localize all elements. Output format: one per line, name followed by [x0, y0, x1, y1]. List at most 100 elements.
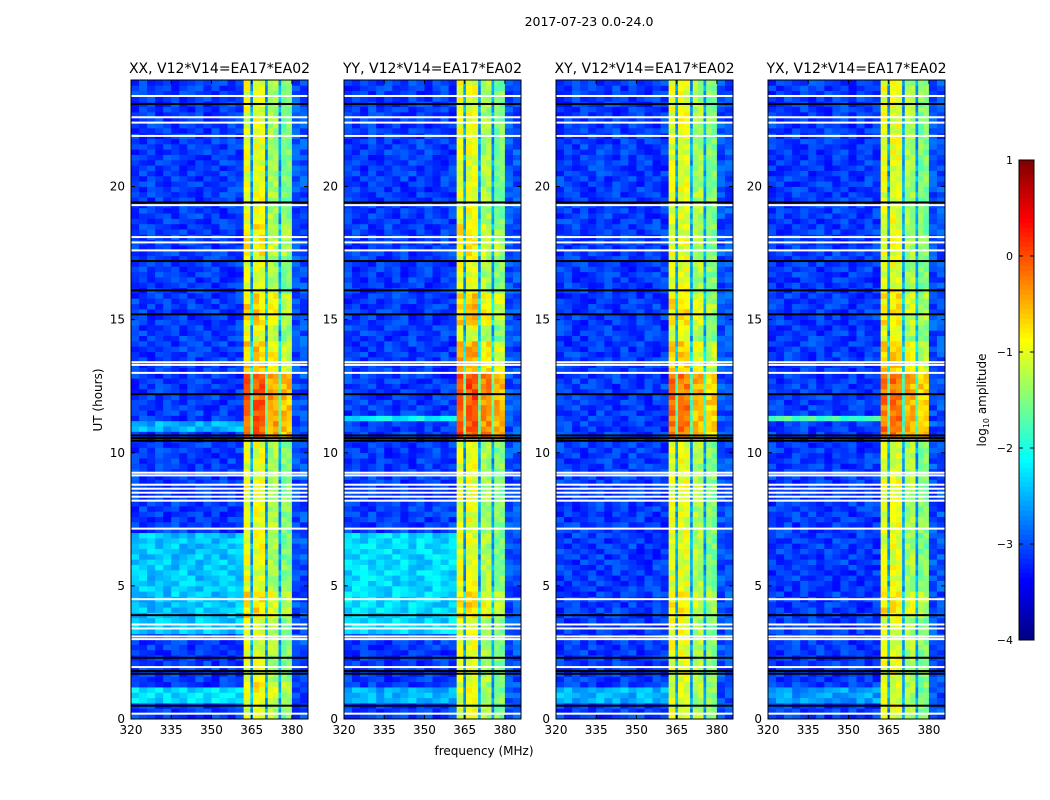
heatmap-cell	[392, 591, 401, 597]
heatmap-cell	[384, 713, 393, 720]
heatmap-cell	[448, 575, 458, 581]
heatmap-cell	[219, 346, 228, 352]
heatmap-cell	[299, 282, 309, 289]
heatmap-cell	[512, 399, 522, 406]
heatmap-cell	[131, 154, 140, 161]
heatmap-cell	[267, 628, 274, 635]
heatmap-cell	[179, 378, 188, 384]
heatmap-cell	[227, 165, 236, 171]
heatmap-cell	[235, 687, 245, 693]
heatmap-cell	[504, 553, 514, 560]
heatmap-cell	[299, 175, 309, 182]
heatmap-cell	[227, 383, 236, 390]
heatmap-cell	[179, 181, 188, 187]
heatmap-cell	[227, 154, 236, 161]
heatmap-cell	[171, 601, 180, 608]
heatmap-cell	[472, 692, 479, 699]
heatmap-cell	[278, 255, 282, 262]
heatmap-cell	[278, 399, 282, 406]
heatmap-cell	[278, 340, 282, 347]
heatmap-cell	[376, 415, 385, 422]
heatmap-cell	[494, 394, 500, 400]
heatmap-cell	[432, 415, 441, 422]
heatmap-cell	[139, 367, 148, 374]
heatmap-cell	[466, 548, 473, 555]
heatmap-cell	[235, 111, 245, 118]
heatmap-cell	[376, 458, 385, 464]
heatmap-cell	[499, 580, 506, 587]
heatmap-cell	[400, 383, 409, 390]
heatmap-cell	[155, 516, 164, 523]
heatmap-cell	[504, 649, 514, 656]
heatmap-cell	[408, 372, 417, 379]
heatmap-cell	[440, 676, 449, 683]
heatmap-cell	[273, 308, 279, 315]
heatmap-cell	[352, 442, 361, 448]
heatmap-cell	[219, 127, 228, 134]
heatmap-cell	[352, 452, 361, 459]
heatmap-cell	[281, 559, 287, 565]
heatmap-cell	[273, 516, 279, 523]
heatmap-cell	[163, 639, 172, 645]
heatmap-cell	[286, 122, 293, 129]
heatmap-cell	[273, 623, 279, 629]
heatmap-cell	[273, 271, 279, 278]
heatmap-cell	[253, 314, 260, 321]
heatmap-cell	[494, 458, 500, 464]
heatmap-cell	[456, 388, 464, 395]
heatmap-cell	[179, 436, 188, 443]
heatmap-cell	[227, 420, 236, 427]
heatmap-cell	[265, 245, 269, 251]
heatmap-cell	[281, 138, 287, 145]
heatmap-cell	[147, 516, 156, 523]
heatmap-cell	[147, 474, 156, 480]
heatmap-cell	[491, 452, 495, 459]
heatmap-cell	[512, 617, 522, 624]
heatmap-cell	[187, 410, 196, 416]
heatmap-cell	[131, 282, 140, 289]
heatmap-cell	[187, 442, 196, 448]
heatmap-cell	[227, 527, 236, 534]
heatmap-cell	[203, 564, 212, 571]
heatmap-cell	[211, 644, 220, 651]
heatmap-cell	[147, 575, 156, 581]
heatmap-cell	[253, 623, 260, 629]
heatmap-cell	[486, 378, 492, 384]
heatmap-cell	[139, 261, 148, 267]
heatmap-cell	[243, 452, 251, 459]
heatmap-cell	[227, 484, 236, 491]
heatmap-cell	[147, 378, 156, 384]
heatmap-cell	[368, 708, 377, 715]
heatmap-cell	[211, 298, 220, 305]
heatmap-cell	[463, 447, 467, 454]
heatmap-cell	[472, 537, 479, 544]
heatmap-cell	[368, 676, 377, 683]
heatmap-cell	[478, 585, 482, 592]
heatmap-cell	[250, 223, 254, 230]
heatmap-cell	[155, 697, 164, 704]
heatmap-cell	[440, 431, 449, 438]
heatmap-cell	[253, 271, 260, 278]
heatmap-cell	[243, 218, 251, 225]
heatmap-cell	[187, 298, 196, 305]
heatmap-cell	[203, 197, 212, 203]
heatmap-cell	[187, 266, 196, 273]
heatmap-cell	[278, 415, 282, 422]
x-tick-label: 380	[280, 723, 303, 737]
heatmap-cell	[187, 516, 196, 523]
heatmap-cell	[286, 261, 293, 267]
heatmap-cell	[286, 149, 293, 155]
heatmap-cell	[187, 713, 196, 720]
heatmap-cell	[278, 580, 282, 587]
heatmap-cell	[195, 564, 204, 571]
heatmap-cell	[211, 117, 220, 123]
heatmap-cell	[408, 532, 417, 539]
heatmap-cell	[187, 383, 196, 390]
heatmap-cell	[480, 367, 487, 374]
heatmap-cell	[281, 468, 287, 475]
heatmap-cell	[265, 117, 269, 123]
heatmap-cell	[147, 308, 156, 315]
heatmap-cell	[273, 181, 279, 187]
heatmap-cell	[243, 111, 251, 118]
heatmap-cell	[219, 170, 228, 177]
